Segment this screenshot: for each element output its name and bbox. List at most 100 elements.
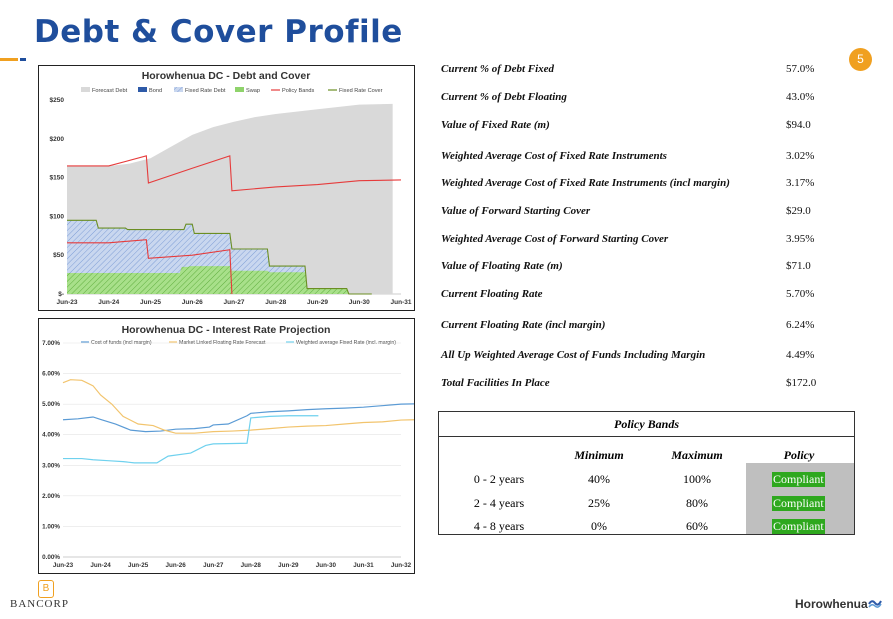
interest-rate-chart-svg: Horowhenua DC - Interest Rate Projection… [42, 324, 432, 569]
fixed-rate-cover-line [67, 219, 372, 295]
metric-value: $71.0 [786, 260, 811, 272]
metric-row: Weighted Average Cost of Forward Startin… [441, 233, 861, 253]
x-tick-label: Jun-28 [265, 299, 286, 306]
legend-item: Bond [149, 88, 162, 94]
x-tick-label: Jun-27 [224, 299, 245, 306]
metric-value: $29.0 [786, 205, 811, 217]
bancorp-logo-icon: B [38, 580, 54, 598]
debt-cover-chart-svg: Horowhenua DC - Debt and Cover Forecast … [50, 70, 412, 306]
x-tick-label: Jun-28 [241, 562, 262, 569]
y-tick-label: 1.00% [42, 523, 60, 530]
policy-band-label: 0 - 2 years [473, 472, 525, 486]
header-minimum: Minimum [574, 448, 624, 462]
legend-swatch [81, 87, 90, 92]
policy-maximum: 60% [686, 519, 708, 533]
title-accent-bar [0, 58, 18, 61]
metric-label: All Up Weighted Average Cost of Funds In… [441, 349, 706, 361]
metric-label: Weighted Average Cost of Forward Startin… [441, 233, 669, 245]
weighted-fixed-rate-line [63, 415, 319, 464]
debt-cover-chart: Horowhenua DC - Debt and Cover Forecast … [38, 65, 415, 311]
metric-row: Current % of Debt Fixed 57.0% [441, 63, 861, 83]
metric-value: 3.02% [786, 150, 815, 162]
policy-bands-table: Policy Bands Minimum Maximum Policy 0 - … [438, 411, 855, 535]
metric-row: Weighted Average Cost of Fixed Rate Inst… [441, 150, 861, 170]
policy-status-badge: Compliant [772, 472, 825, 487]
x-tick-label: Jun-27 [203, 562, 224, 569]
policy-band-lower-line [67, 239, 233, 295]
y-tick-label: 7.00% [42, 340, 60, 347]
legend-swatch [138, 87, 147, 92]
x-tick-label: Jun-31 [391, 299, 412, 306]
y-tick-label: $150 [50, 175, 65, 182]
title-accent-bar-blue [20, 58, 26, 61]
metric-value: 43.0% [786, 91, 815, 103]
metric-label: Weighted Average Cost of Fixed Rate Inst… [441, 150, 667, 162]
policy-band-label: 4 - 8 years [473, 519, 525, 533]
policy-status-badge: Compliant [772, 519, 825, 534]
metric-value: 4.49% [786, 349, 815, 361]
metric-label: Value of Forward Starting Cover [441, 205, 591, 217]
metric-value: 6.24% [786, 319, 815, 331]
metric-label: Value of Fixed Rate (m) [441, 119, 550, 131]
y-tick-label: $- [58, 291, 64, 298]
y-tick-label: 6.00% [42, 371, 60, 378]
metric-value: 5.70% [786, 288, 815, 300]
legend-swatch [174, 87, 183, 92]
chart-title: Horowhenua DC - Interest Rate Projection [122, 324, 331, 336]
metric-value: $172.0 [786, 377, 817, 389]
interest-rate-chart: Horowhenua DC - Interest Rate Projection… [38, 318, 432, 574]
metric-label: Weighted Average Cost of Fixed Rate Inst… [441, 177, 730, 189]
y-tick-label: 4.00% [42, 432, 60, 439]
header-maximum: Maximum [671, 448, 723, 462]
x-tick-label: Jun-25 [140, 299, 161, 306]
legend-item: Fixed Rate Cover [339, 88, 383, 94]
metric-row: Total Facilities In Place $172.0 [441, 377, 861, 397]
legend-item: Forecast Debt [92, 88, 128, 94]
x-tick-label: Jun-29 [278, 562, 299, 569]
metric-row: All Up Weighted Average Cost of Funds In… [441, 349, 861, 369]
metric-label: Total Facilities In Place [441, 377, 550, 389]
x-tick-label: Jun-32 [391, 562, 412, 569]
metric-label: Value of Floating Rate (m) [441, 260, 563, 272]
y-tick-label: $100 [50, 213, 65, 220]
policy-maximum: 100% [683, 472, 711, 486]
page-number-badge: 5 [849, 48, 872, 71]
legend-item: Policy Bands [282, 88, 315, 94]
metric-label: Current % of Debt Fixed [441, 63, 555, 75]
x-tick-label: Jun-23 [53, 562, 74, 569]
policy-maximum: 80% [686, 496, 708, 510]
policy-band-label: 2 - 4 years [473, 496, 525, 510]
metric-row: Current Floating Rate 5.70% [441, 288, 861, 308]
x-tick-label: Jun-31 [353, 562, 374, 569]
policy-minimum: 40% [588, 472, 610, 486]
policy-bands-title: Policy Bands [439, 412, 854, 437]
metric-row: Current Floating Rate (incl margin) 6.24… [441, 319, 861, 339]
metric-row: Value of Floating Rate (m) $71.0 [441, 260, 861, 280]
y-tick-label: $50 [53, 252, 64, 259]
metric-row: Value of Fixed Rate (m) $94.0 [441, 119, 861, 139]
y-tick-label: $250 [50, 97, 65, 104]
metric-value: 3.17% [786, 177, 815, 189]
policy-status-badge: Compliant [772, 496, 825, 511]
header-policy: Policy [783, 448, 815, 462]
legend-item: Swap [246, 88, 260, 94]
metric-label: Current % of Debt Floating [441, 91, 567, 103]
y-tick-label: 5.00% [42, 401, 60, 408]
y-tick-label: 2.00% [42, 493, 60, 500]
swap-area [67, 266, 372, 294]
chart-legend: Forecast Debt Bond Fixed Rate Debt Swap Poli… [81, 87, 383, 94]
policy-band-upper-line [67, 155, 402, 192]
cost-of-funds-line [62, 402, 432, 433]
x-tick-label: Jun-29 [307, 299, 328, 306]
metric-row: Current % of Debt Floating 43.0% [441, 91, 861, 111]
y-tick-label: $200 [50, 136, 65, 143]
y-tick-label: 0.00% [42, 554, 60, 561]
metric-value: 57.0% [786, 63, 815, 75]
metric-row: Weighted Average Cost of Fixed Rate Inst… [441, 177, 861, 197]
metric-value: 3.95% [786, 233, 815, 245]
legend-item: Fixed Rate Debt [185, 88, 226, 94]
x-tick-label: Jun-26 [166, 562, 187, 569]
x-tick-label: Jun-25 [128, 562, 149, 569]
policy-minimum: 25% [588, 496, 610, 510]
floating-rate-forecast-line [62, 379, 432, 434]
